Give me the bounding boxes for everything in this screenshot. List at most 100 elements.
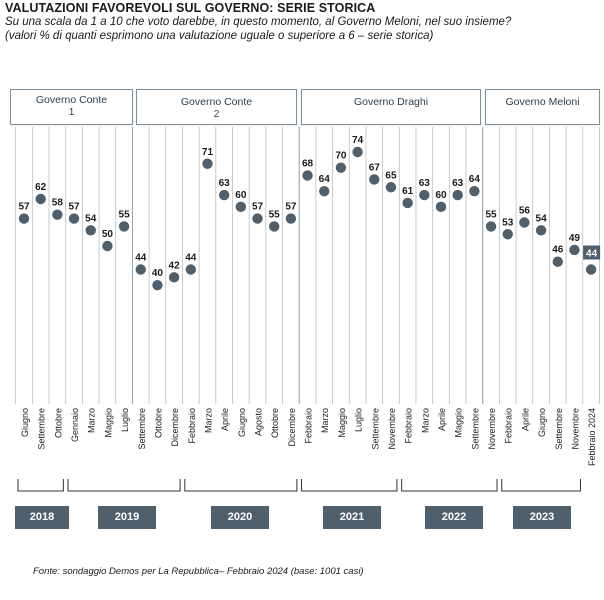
data-point bbox=[52, 209, 63, 220]
data-label: 44 bbox=[185, 253, 197, 264]
gov-label-line: Governo Conte bbox=[35, 94, 108, 106]
data-point bbox=[269, 221, 280, 232]
gov-label-line: Governo Draghi bbox=[353, 96, 429, 108]
x-tick-label: Maggio bbox=[454, 408, 464, 438]
x-tick-label: Giugno bbox=[537, 408, 547, 437]
data-point bbox=[569, 244, 580, 256]
data-point bbox=[152, 279, 163, 291]
data-label: 57 bbox=[285, 202, 297, 213]
data-point bbox=[452, 189, 463, 201]
x-tick-label: Ottobre bbox=[270, 408, 280, 438]
data-label: 61 bbox=[402, 186, 414, 197]
gov-label-line: Governo Conte bbox=[180, 96, 253, 108]
chart-title: VALUTAZIONI FAVOREVOLI SUL GOVERNO: SERI… bbox=[5, 1, 376, 15]
data-label: 55 bbox=[485, 209, 497, 220]
gov-label-line: 1 bbox=[68, 106, 75, 118]
data-label: 44 bbox=[135, 253, 147, 264]
year-bracket bbox=[301, 479, 398, 492]
gov-label-conte-2: Governo Conte 2 bbox=[136, 89, 297, 125]
data-label: 65 bbox=[385, 170, 397, 181]
data-label: 50 bbox=[102, 229, 114, 240]
data-point bbox=[552, 256, 563, 267]
data-label: 67 bbox=[369, 162, 381, 173]
x-tick-label: Febbraio bbox=[504, 408, 514, 444]
data-label: 63 bbox=[219, 178, 231, 189]
year-bracket bbox=[17, 479, 64, 492]
subtitle-note: (valori % di quanti esprimono una valuta… bbox=[5, 30, 434, 42]
data-label: 57 bbox=[18, 202, 30, 213]
data-point bbox=[469, 185, 480, 197]
data-point bbox=[385, 182, 397, 193]
data-label: 44 bbox=[586, 249, 598, 260]
x-tick-label: Ottobre bbox=[53, 408, 63, 438]
data-label: 68 bbox=[302, 159, 314, 170]
x-tick-label: Dicembre bbox=[170, 408, 180, 447]
chart-subtitle: Su una scala da 1 a 10 che voto darebbe,… bbox=[5, 15, 601, 43]
x-tick-label: Settembre bbox=[137, 408, 147, 450]
data-label: 63 bbox=[452, 178, 464, 189]
data-point bbox=[485, 221, 497, 232]
data-label: 55 bbox=[119, 209, 131, 220]
year-badge-2021: 2021 bbox=[323, 506, 381, 529]
data-label: 74 bbox=[352, 135, 364, 146]
data-label: 42 bbox=[169, 260, 181, 271]
data-label-background bbox=[583, 245, 601, 260]
x-tick-label: Marzo bbox=[203, 408, 213, 433]
data-label: 70 bbox=[335, 151, 347, 162]
x-tick-label: Febbraio bbox=[404, 408, 414, 444]
data-point bbox=[435, 201, 447, 213]
x-tick-label: Novembre bbox=[487, 408, 497, 450]
data-point bbox=[135, 264, 146, 275]
x-tick-label: Settembre bbox=[370, 408, 380, 450]
data-point bbox=[252, 213, 263, 224]
data-point bbox=[18, 213, 30, 224]
x-tick-label: Luglio bbox=[354, 408, 364, 432]
data-point bbox=[218, 189, 230, 201]
data-point bbox=[369, 174, 380, 185]
year-bracket bbox=[67, 479, 181, 492]
x-tick-label: Marzo bbox=[320, 408, 330, 433]
x-tick-label: Febbraio bbox=[187, 408, 197, 444]
year-bracket bbox=[401, 479, 498, 492]
data-point bbox=[68, 213, 80, 224]
data-label: 64 bbox=[469, 174, 481, 185]
data-label: 54 bbox=[536, 213, 548, 224]
gov-label-draghi: Governo Draghi bbox=[301, 89, 481, 125]
x-tick-label: Ottobre bbox=[153, 408, 163, 438]
x-tick-label: Febbraio bbox=[304, 408, 314, 444]
data-label: 58 bbox=[52, 198, 64, 209]
data-point bbox=[519, 217, 530, 228]
x-tick-label: Aprile bbox=[220, 408, 230, 431]
data-point bbox=[352, 146, 363, 158]
x-tick-label: Settembre bbox=[554, 408, 564, 450]
data-label: 62 bbox=[35, 182, 47, 193]
data-point bbox=[235, 201, 247, 213]
x-tick-label: Novembre bbox=[387, 408, 397, 450]
x-tick-label: Agosto bbox=[254, 408, 264, 436]
year-bracket bbox=[184, 479, 298, 492]
data-label-highlight: 44 bbox=[583, 245, 601, 260]
data-label: 53 bbox=[502, 217, 514, 228]
data-label: 49 bbox=[569, 233, 581, 244]
data-point bbox=[419, 189, 430, 201]
data-point bbox=[168, 272, 180, 283]
data-point bbox=[102, 240, 113, 252]
data-point bbox=[35, 193, 46, 205]
data-label: 54 bbox=[85, 213, 97, 224]
data-point bbox=[319, 185, 330, 197]
x-tick-label: Aprile bbox=[520, 408, 530, 431]
x-tick-label: Novembre bbox=[570, 408, 580, 450]
gov-label-meloni: Governo Meloni bbox=[485, 89, 600, 125]
data-label: 71 bbox=[202, 147, 214, 158]
data-point bbox=[185, 264, 196, 275]
data-point bbox=[502, 229, 513, 240]
year-badge-2020: 2020 bbox=[211, 506, 269, 529]
data-label: 57 bbox=[68, 202, 80, 213]
data-point bbox=[335, 162, 347, 173]
year-badge-2023: 2023 bbox=[513, 506, 571, 529]
year-bracket bbox=[501, 479, 581, 492]
data-label: 64 bbox=[319, 174, 331, 185]
data-label: 60 bbox=[235, 190, 247, 201]
x-tick-label: Giugno bbox=[237, 408, 247, 437]
